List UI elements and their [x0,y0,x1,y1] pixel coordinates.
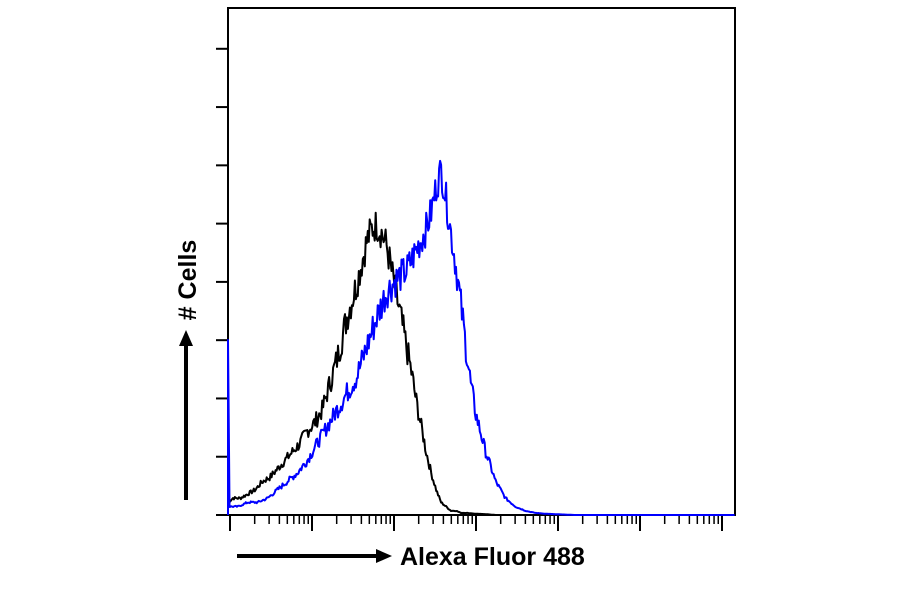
x-axis-ticks [229,515,723,531]
series-layer [227,159,735,516]
y-axis-label: # Cells [174,240,202,321]
plot-frame [227,7,736,516]
x-axis-label: Alexa Fluor 488 [400,543,585,571]
series-line-black [227,211,735,516]
y-axis-ticks [216,47,228,516]
series-line-blue [227,159,735,516]
y-axis-arrowhead [179,330,193,346]
x-axis-arrowhead [376,549,392,563]
